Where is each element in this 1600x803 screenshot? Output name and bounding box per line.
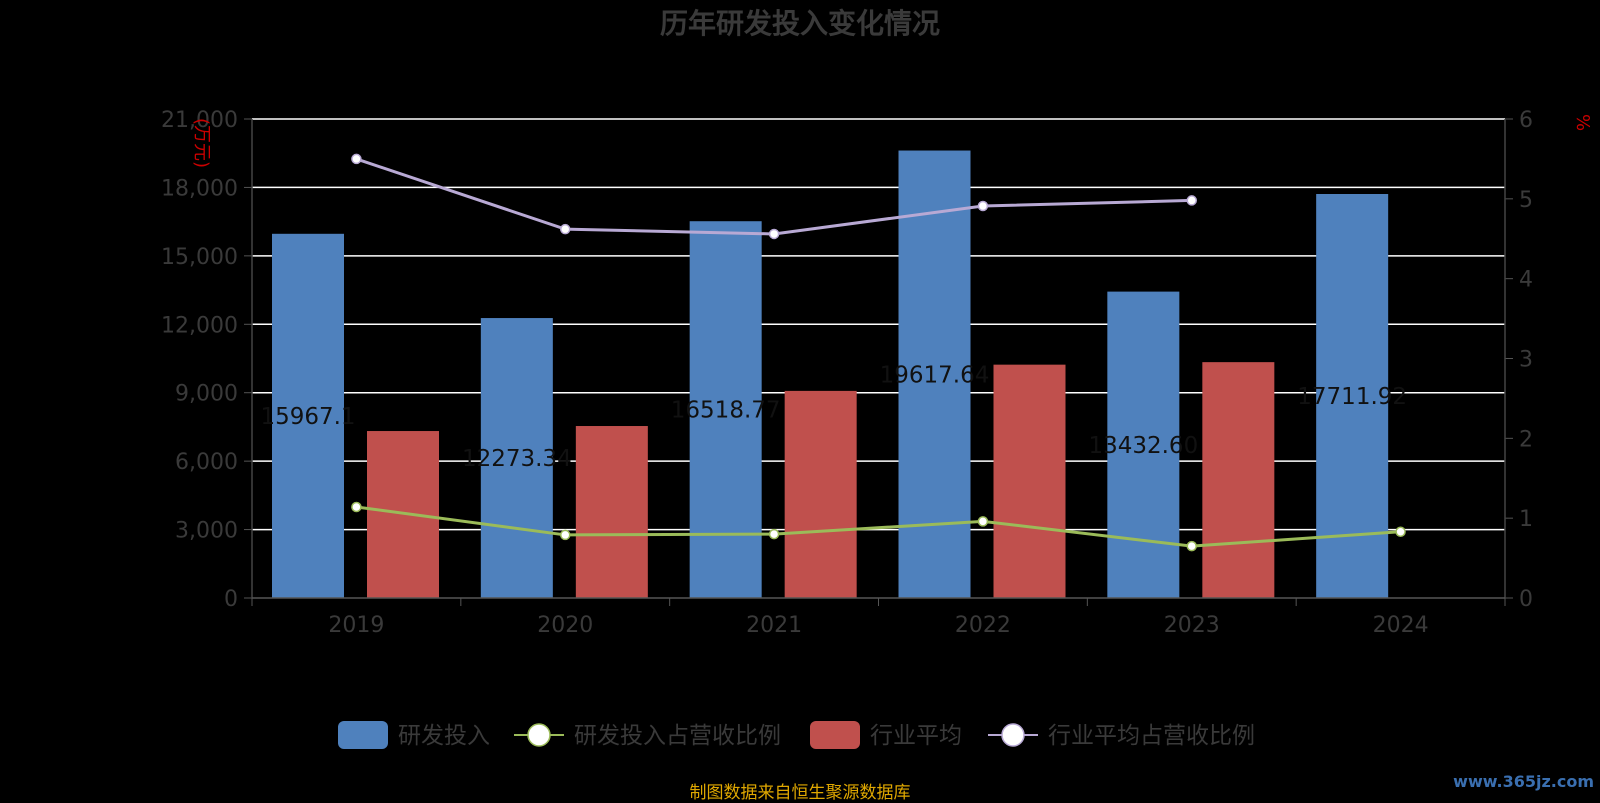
bar-rd-investment xyxy=(272,233,344,599)
line-series xyxy=(351,153,1406,552)
line-point xyxy=(1186,540,1197,552)
line-point xyxy=(560,529,571,541)
line-point xyxy=(977,516,989,527)
y-right-tick-label: 6 xyxy=(1519,108,1533,133)
bar-data-label: 12273.34 xyxy=(462,446,572,472)
bar-data-label: 13432.60 xyxy=(1088,433,1198,459)
bar-rd-investment xyxy=(480,318,553,598)
legend-industry-ratio-label: 行业平均占营收比例 xyxy=(1048,723,1255,749)
bar-rd-investment xyxy=(1107,291,1180,598)
y-left-tick-label: 3,000 xyxy=(175,519,238,544)
legend-industry-ratio-marker xyxy=(1001,723,1025,747)
y-right-tick-label: 5 xyxy=(1519,188,1533,213)
line-point xyxy=(351,501,362,513)
y-right-tick-label: 0 xyxy=(1519,587,1533,612)
y-left-axis-label: (万元) xyxy=(191,118,212,168)
line-point xyxy=(1186,195,1197,206)
line-point xyxy=(351,153,362,165)
y-left-tick-label: 21,000 xyxy=(161,108,238,133)
legend-industry-average-swatch xyxy=(810,721,860,749)
y-left-tick-label: 18,000 xyxy=(161,176,238,201)
x-tick-label: 2022 xyxy=(955,613,1011,638)
y-right-axis-label: % xyxy=(1572,114,1593,131)
y-left-tick-label: 12,000 xyxy=(161,313,238,338)
line-point xyxy=(768,228,780,240)
y-right-tick-label: 3 xyxy=(1519,348,1533,373)
line-point xyxy=(977,200,989,212)
y-right-tick-label: 2 xyxy=(1519,427,1533,452)
bar-industry-average xyxy=(784,390,857,598)
bar-industry-average xyxy=(993,364,1066,598)
x-tick-label: 2024 xyxy=(1373,613,1429,638)
legend-rd-ratio-label: 研发投入占营收比例 xyxy=(574,723,781,749)
line-industry-ratio xyxy=(355,157,1192,236)
y-right-tick-label: 1 xyxy=(1519,507,1533,532)
bar-data-label: 16518.77 xyxy=(671,398,781,424)
legend-industry-average-label: 行业平均 xyxy=(870,723,962,749)
bar-industry-average xyxy=(575,426,648,598)
line-rd-ratio xyxy=(356,505,1401,548)
x-tick-label: 2020 xyxy=(537,613,593,638)
source-note: 制图数据来自恒生聚源数据库 xyxy=(689,783,911,803)
y-right-tick-label: 4 xyxy=(1519,268,1533,293)
x-tick-label: 2019 xyxy=(328,613,384,638)
bar-data-label: 15967.1 xyxy=(260,404,355,430)
bar-data-label: 17711.92 xyxy=(1297,384,1407,410)
legend: 研发投入 研发投入占营收比例 行业平均 行业平均占营收比例 xyxy=(338,721,1255,749)
y-left-tick-label: 0 xyxy=(224,587,238,612)
data-labels: 15967.1 12273.34 16518.77 19617.64 13432.60 1… xyxy=(260,362,1407,472)
bar-data-label: 19617.64 xyxy=(880,362,990,388)
axes: 0 3,000 6,000 9,000 12,000 15,000 18,000 21,000… xyxy=(161,108,1593,638)
legend-rd-investment-label: 研发投入 xyxy=(398,723,490,749)
y-left-tick-label: 9,000 xyxy=(175,382,238,407)
bar-rd-investment xyxy=(1316,193,1389,598)
x-tick-label: 2023 xyxy=(1164,613,1220,638)
y-left-tick-label: 15,000 xyxy=(161,245,238,270)
x-tick-label: 2021 xyxy=(746,613,802,638)
legend-rd-ratio-marker xyxy=(527,723,551,747)
bar-industry-average xyxy=(1202,362,1275,598)
legend-rd-investment-swatch xyxy=(338,721,388,749)
chart-title: 历年研发投入变化情况 xyxy=(660,7,940,40)
y-left-tick-label: 6,000 xyxy=(175,450,238,475)
line-point xyxy=(560,223,571,235)
watermark: www.365jz.com xyxy=(1453,772,1594,791)
line-point xyxy=(768,528,780,540)
line-point xyxy=(1395,526,1406,537)
gridlines xyxy=(252,118,1505,531)
